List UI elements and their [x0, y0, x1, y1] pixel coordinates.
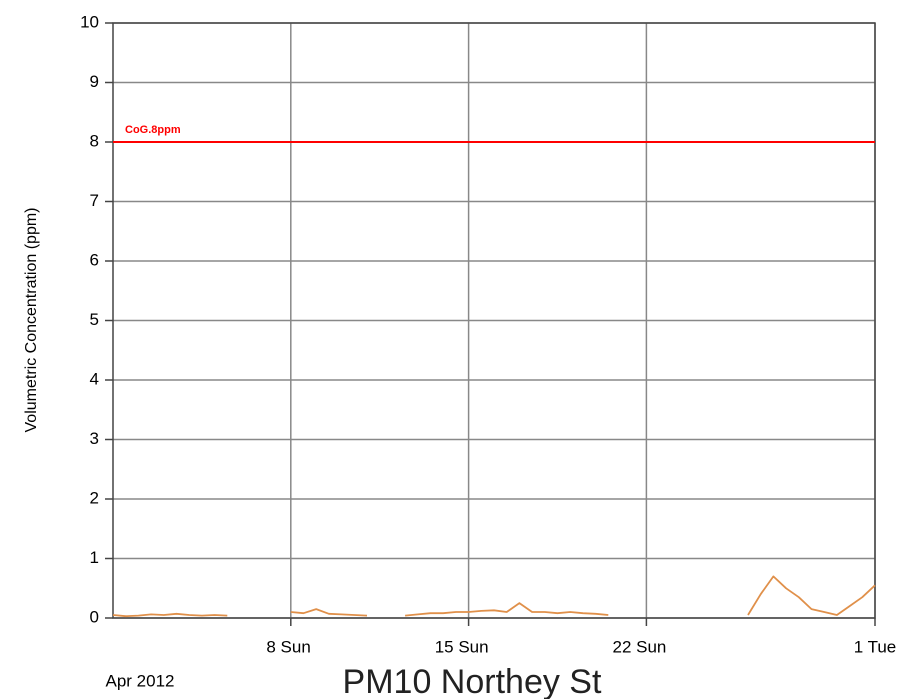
y-tick-label: 1 — [90, 548, 99, 567]
x-tick-label: 8 Sun — [266, 637, 310, 656]
x-tick-label: 15 Sun — [435, 637, 489, 656]
y-axis-label: Volumetric Concentration (ppm) — [23, 208, 40, 433]
data-line — [112, 575, 876, 618]
y-tick-label: 7 — [90, 191, 99, 210]
x-tick-label: 22 Sun — [613, 637, 667, 656]
y-tick-label: 6 — [90, 250, 99, 269]
x-tick-label: 1 Tue — [854, 637, 897, 656]
plot-frame — [112, 22, 876, 619]
y-tick-label: 4 — [90, 369, 99, 388]
chart-title: PM10 Northey St — [343, 663, 602, 699]
reference-label: CoG.8ppm — [125, 124, 181, 136]
y-tick-label: 9 — [90, 72, 99, 91]
y-tick-label: 2 — [90, 488, 99, 507]
y-tick-label: 0 — [90, 607, 99, 626]
y-tick-label: 3 — [90, 429, 99, 448]
y-tick-label: 8 — [90, 131, 99, 150]
y-tick-label: 10 — [80, 12, 99, 31]
y-tick-label: 5 — [90, 310, 99, 329]
period-label: Apr 2012 — [106, 671, 175, 690]
